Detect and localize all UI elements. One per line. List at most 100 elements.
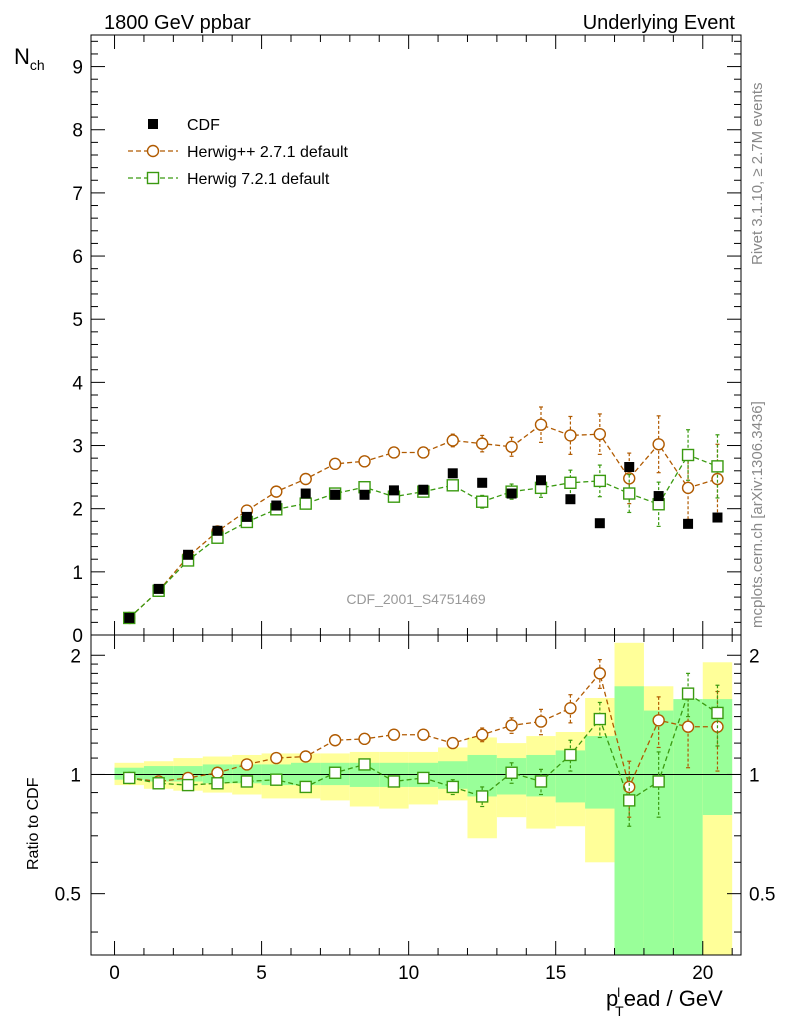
ratio-ytick-label: 2 bbox=[70, 646, 81, 667]
ratio-herwig7-point bbox=[711, 706, 724, 720]
herwig7-point bbox=[446, 479, 459, 492]
ratio-panel: 0 5 10 15 20 0.5 0.5 1 1 2 2 bbox=[55, 634, 775, 984]
cdf-data-point bbox=[124, 612, 135, 623]
ratio-herwigpp-point bbox=[387, 728, 401, 741]
cdf-data-point bbox=[594, 518, 605, 529]
ratio-herwig7-point bbox=[593, 712, 607, 726]
main-ytick-label: 7 bbox=[72, 184, 83, 205]
ratio-herwigpp-point bbox=[240, 758, 254, 771]
cdf-data-point bbox=[565, 494, 576, 505]
herwigpp-point bbox=[681, 481, 695, 495]
ratio-xtick-label: 5 bbox=[256, 963, 267, 984]
ratio-herwigpp-point bbox=[211, 766, 224, 779]
herwig7-point bbox=[681, 448, 695, 462]
ratio-herwig7-point bbox=[652, 775, 665, 788]
x-axis-label: pl Tead / GeV bbox=[606, 985, 723, 1019]
mcplots-label: mcplots.cern.ch [arXiv:1306.3436] bbox=[749, 401, 766, 628]
main-ytick-label: 8 bbox=[72, 121, 83, 142]
ratio-ylabel: Ratio to CDF bbox=[25, 777, 42, 870]
ratio-xtick-label: 10 bbox=[398, 963, 419, 984]
main-ylabel: Nch bbox=[14, 44, 45, 73]
cdf-data-point bbox=[477, 477, 488, 488]
ratio-herwigpp-point bbox=[417, 728, 430, 741]
ratio-herwigpp-point bbox=[505, 719, 518, 732]
cdf-data-point bbox=[300, 488, 311, 499]
ratio-herwig7-point bbox=[623, 794, 636, 807]
ratio-herwig7-point bbox=[358, 758, 371, 771]
rivet-version-label: Rivet 3.1.10, ≥ 2.7M events bbox=[749, 83, 766, 266]
ratio-herwigpp-point bbox=[681, 720, 695, 733]
x-axis-label-p: p bbox=[606, 986, 618, 1011]
main-panel: 0 1 2 3 4 5 6 7 8 9 bbox=[72, 34, 742, 647]
ratio-herwigpp-point bbox=[446, 736, 459, 750]
herwigpp-point bbox=[358, 455, 371, 468]
herwigpp-point bbox=[328, 457, 342, 471]
legend-cdf-marker bbox=[148, 119, 158, 129]
legend-label: CDF bbox=[187, 117, 220, 134]
ratio-herwig7-point bbox=[475, 790, 489, 803]
ratio-frame bbox=[90, 634, 742, 956]
main-ytick-label: 4 bbox=[72, 373, 83, 394]
cdf-data-point bbox=[153, 583, 164, 594]
herwigpp-point bbox=[652, 438, 665, 451]
ratio-herwigpp-point bbox=[593, 667, 607, 680]
herwigpp-point bbox=[711, 472, 724, 486]
analysis-name: CDF_2001_S4751469 bbox=[346, 591, 486, 607]
main-ytick-label: 2 bbox=[72, 500, 83, 521]
legend-label: Herwig++ 2.7.1 default bbox=[187, 144, 349, 161]
ratio-herwig7-point bbox=[181, 778, 195, 792]
ratio-herwigpp-point bbox=[299, 750, 312, 763]
x-axis-label-sub: T bbox=[615, 1003, 624, 1019]
ratio-herwig7-point bbox=[270, 773, 283, 786]
herwig7-point bbox=[711, 460, 724, 473]
cdf-data-point bbox=[241, 511, 252, 522]
cdf-data-point bbox=[653, 491, 664, 502]
ratio-herwig7-point bbox=[564, 748, 577, 762]
main-ylabel-sub: ch bbox=[30, 57, 45, 73]
ratio-xtick-label: 20 bbox=[692, 963, 713, 984]
ratio-herwig7-point bbox=[534, 775, 548, 788]
herwig7-point bbox=[623, 487, 636, 500]
herwigpp-point bbox=[475, 437, 489, 450]
ratio-ytick-label: 1 bbox=[70, 765, 81, 786]
ratio-herwig7-point bbox=[446, 780, 459, 794]
uncertainty-band-inner bbox=[143, 766, 174, 782]
ratio-herwigpp-point bbox=[328, 734, 342, 747]
ratio-herwig7-point bbox=[681, 687, 695, 700]
ratio-herwig7-point bbox=[299, 780, 312, 794]
main-ytick-label: 9 bbox=[72, 58, 83, 79]
header-left: 1800 GeV ppbar bbox=[104, 12, 251, 34]
ratio-xtick-label: 0 bbox=[109, 963, 120, 984]
herwigpp-point bbox=[505, 440, 518, 453]
ratio-xtick-label: 15 bbox=[545, 963, 566, 984]
herwigpp-point bbox=[270, 485, 283, 498]
herwigpp-point bbox=[534, 418, 548, 431]
cdf-data-point bbox=[271, 500, 282, 511]
ratio-herwig7-point bbox=[328, 766, 342, 779]
herwigpp-point bbox=[299, 472, 312, 486]
ratio-ytick-label-right: 0.5 bbox=[749, 885, 775, 906]
cdf-data-point bbox=[683, 518, 694, 529]
main-ytick-label: 0 bbox=[72, 626, 83, 647]
legend: CDF Herwig++ 2.7.1 default Herwig 7.2.1 de… bbox=[128, 117, 349, 188]
legend-herwig7-marker bbox=[146, 171, 160, 185]
cdf-data-point bbox=[418, 484, 429, 495]
cdf-data-point bbox=[536, 475, 546, 486]
herwigpp-point bbox=[446, 434, 459, 447]
herwigpp-point bbox=[623, 472, 636, 485]
cdf-data-point bbox=[212, 525, 223, 536]
ratio-ytick-label-right: 1 bbox=[749, 765, 760, 786]
ratio-herwig7-point bbox=[505, 766, 518, 779]
herwigpp-point bbox=[593, 427, 607, 441]
cdf-data-point bbox=[359, 489, 370, 500]
legend-label: Herwig 7.2.1 default bbox=[187, 171, 330, 188]
cdf-data-point bbox=[388, 485, 399, 496]
main-ytick-label: 3 bbox=[72, 437, 83, 458]
uncertainty-band-inner bbox=[585, 736, 615, 809]
ratio-ytick-label: 0.5 bbox=[55, 885, 81, 906]
ratio-herwigpp-point bbox=[652, 714, 665, 727]
uncertainty-band-inner bbox=[232, 764, 262, 784]
herwig7-point bbox=[475, 495, 489, 508]
cdf-data-point bbox=[624, 462, 635, 472]
